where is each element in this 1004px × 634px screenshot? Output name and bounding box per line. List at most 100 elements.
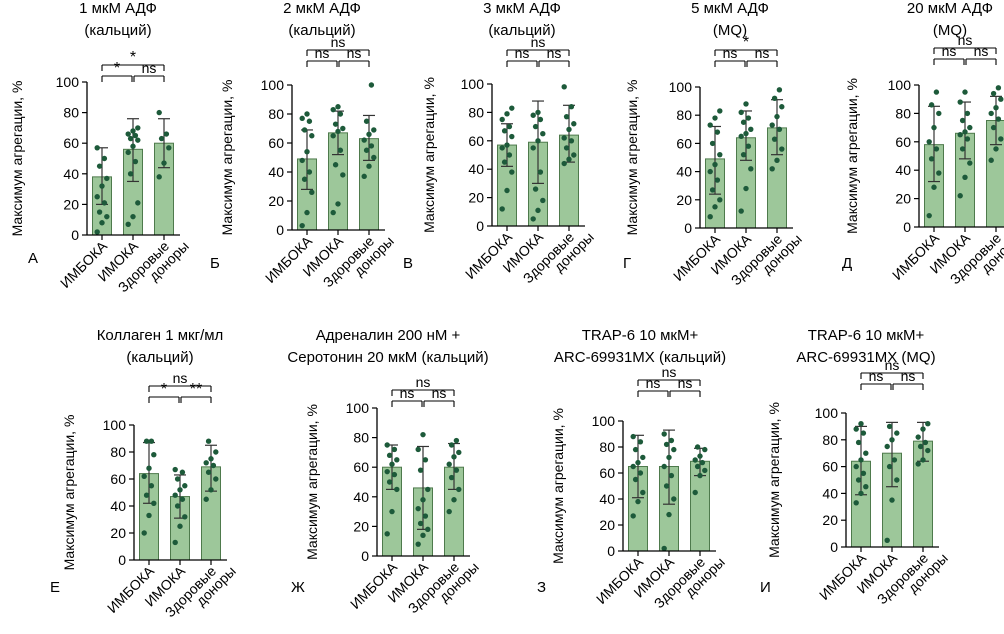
data-point bbox=[161, 160, 167, 166]
significance-label: ns bbox=[885, 357, 900, 373]
y-axis-label: Максимум агрегации, % bbox=[550, 408, 566, 564]
y-tick-label: 100 bbox=[103, 417, 127, 433]
data-point bbox=[420, 497, 426, 503]
data-point bbox=[915, 461, 921, 467]
y-tick-label: 60 bbox=[599, 465, 615, 481]
data-point bbox=[738, 208, 744, 214]
data-point bbox=[143, 492, 150, 498]
data-point bbox=[394, 486, 400, 493]
data-point bbox=[446, 508, 452, 515]
data-point bbox=[853, 426, 859, 432]
data-point bbox=[125, 131, 131, 137]
y-tick-label: 100 bbox=[346, 400, 370, 416]
data-point bbox=[769, 166, 775, 172]
data-point bbox=[299, 222, 305, 229]
data-point bbox=[920, 426, 926, 432]
data-point bbox=[663, 441, 670, 448]
data-point bbox=[663, 483, 670, 489]
data-point bbox=[146, 512, 152, 519]
data-point bbox=[177, 523, 183, 529]
data-point bbox=[337, 111, 344, 117]
data-point bbox=[141, 530, 147, 536]
chart-title-line: 3 мкМ АДФ bbox=[483, 0, 561, 17]
data-point bbox=[717, 108, 723, 114]
data-point bbox=[104, 213, 110, 220]
data-point bbox=[712, 204, 718, 210]
data-point bbox=[417, 467, 424, 473]
data-point bbox=[506, 152, 513, 158]
data-point bbox=[540, 131, 546, 137]
data-point bbox=[213, 476, 219, 482]
data-point bbox=[448, 474, 455, 481]
data-point bbox=[714, 177, 721, 183]
chart-panel-8: З TRAP-6 10 мкМ+ ARC-69931MX (кальций) Макс… bbox=[537, 327, 728, 611]
data-point bbox=[967, 160, 973, 166]
data-point bbox=[125, 221, 131, 227]
data-point bbox=[709, 187, 716, 193]
y-axis-label: Максимум агрегации, % bbox=[766, 402, 782, 558]
data-point bbox=[504, 142, 510, 148]
data-point bbox=[366, 131, 372, 137]
data-point bbox=[915, 434, 921, 440]
y-tick-label: 20 bbox=[63, 196, 79, 212]
data-point bbox=[745, 115, 752, 121]
significance-label: ns bbox=[432, 385, 447, 401]
data-point bbox=[995, 116, 1002, 122]
data-point bbox=[530, 216, 536, 222]
y-tick-label: 80 bbox=[822, 432, 838, 448]
chart-title-line: 1 мкМ АДФ bbox=[79, 0, 157, 17]
y-tick-label: 0 bbox=[684, 220, 692, 236]
data-point bbox=[931, 124, 937, 131]
data-point bbox=[148, 483, 155, 489]
data-point bbox=[640, 454, 646, 461]
data-point bbox=[368, 82, 375, 88]
data-point bbox=[568, 138, 575, 144]
data-point bbox=[957, 132, 963, 138]
y-tick-label: 20 bbox=[353, 518, 369, 534]
y-tick-label: 40 bbox=[676, 164, 692, 180]
data-point bbox=[860, 470, 867, 476]
data-point bbox=[707, 122, 713, 128]
data-point bbox=[104, 175, 110, 182]
panel-letter: Д bbox=[842, 255, 852, 272]
panel-letter: И bbox=[760, 579, 771, 596]
significance-label: ns bbox=[142, 60, 157, 76]
data-point bbox=[699, 459, 706, 466]
data-point bbox=[304, 111, 310, 117]
data-point bbox=[561, 135, 567, 141]
data-point bbox=[532, 123, 539, 130]
data-point bbox=[530, 112, 536, 118]
data-point bbox=[172, 539, 178, 546]
data-point bbox=[884, 537, 890, 543]
data-point bbox=[182, 483, 188, 489]
data-point bbox=[182, 514, 188, 520]
y-tick-label: 100 bbox=[669, 79, 693, 95]
data-point bbox=[863, 450, 869, 456]
data-point bbox=[692, 489, 698, 496]
data-point bbox=[959, 146, 966, 152]
data-point bbox=[661, 463, 667, 470]
data-point bbox=[630, 433, 636, 440]
data-point bbox=[858, 457, 864, 463]
data-point bbox=[714, 129, 721, 135]
data-point bbox=[990, 90, 997, 97]
data-point bbox=[166, 145, 172, 151]
data-point bbox=[530, 145, 536, 151]
data-point bbox=[304, 149, 310, 155]
data-point bbox=[451, 454, 457, 460]
data-point bbox=[891, 457, 898, 463]
y-tick-label: 0 bbox=[361, 548, 369, 564]
data-point bbox=[748, 166, 754, 172]
data-point bbox=[179, 469, 186, 475]
data-point bbox=[361, 137, 367, 143]
data-point bbox=[855, 439, 862, 446]
data-point bbox=[368, 143, 375, 149]
panel-letter: Б bbox=[210, 255, 220, 272]
data-point bbox=[661, 545, 667, 552]
data-point bbox=[936, 110, 942, 117]
y-axis-label: Максимум агрегации, % bbox=[421, 77, 437, 233]
data-point bbox=[332, 162, 339, 168]
data-point bbox=[995, 85, 1002, 91]
data-point bbox=[135, 125, 141, 131]
y-tick-label: 0 bbox=[476, 218, 484, 234]
